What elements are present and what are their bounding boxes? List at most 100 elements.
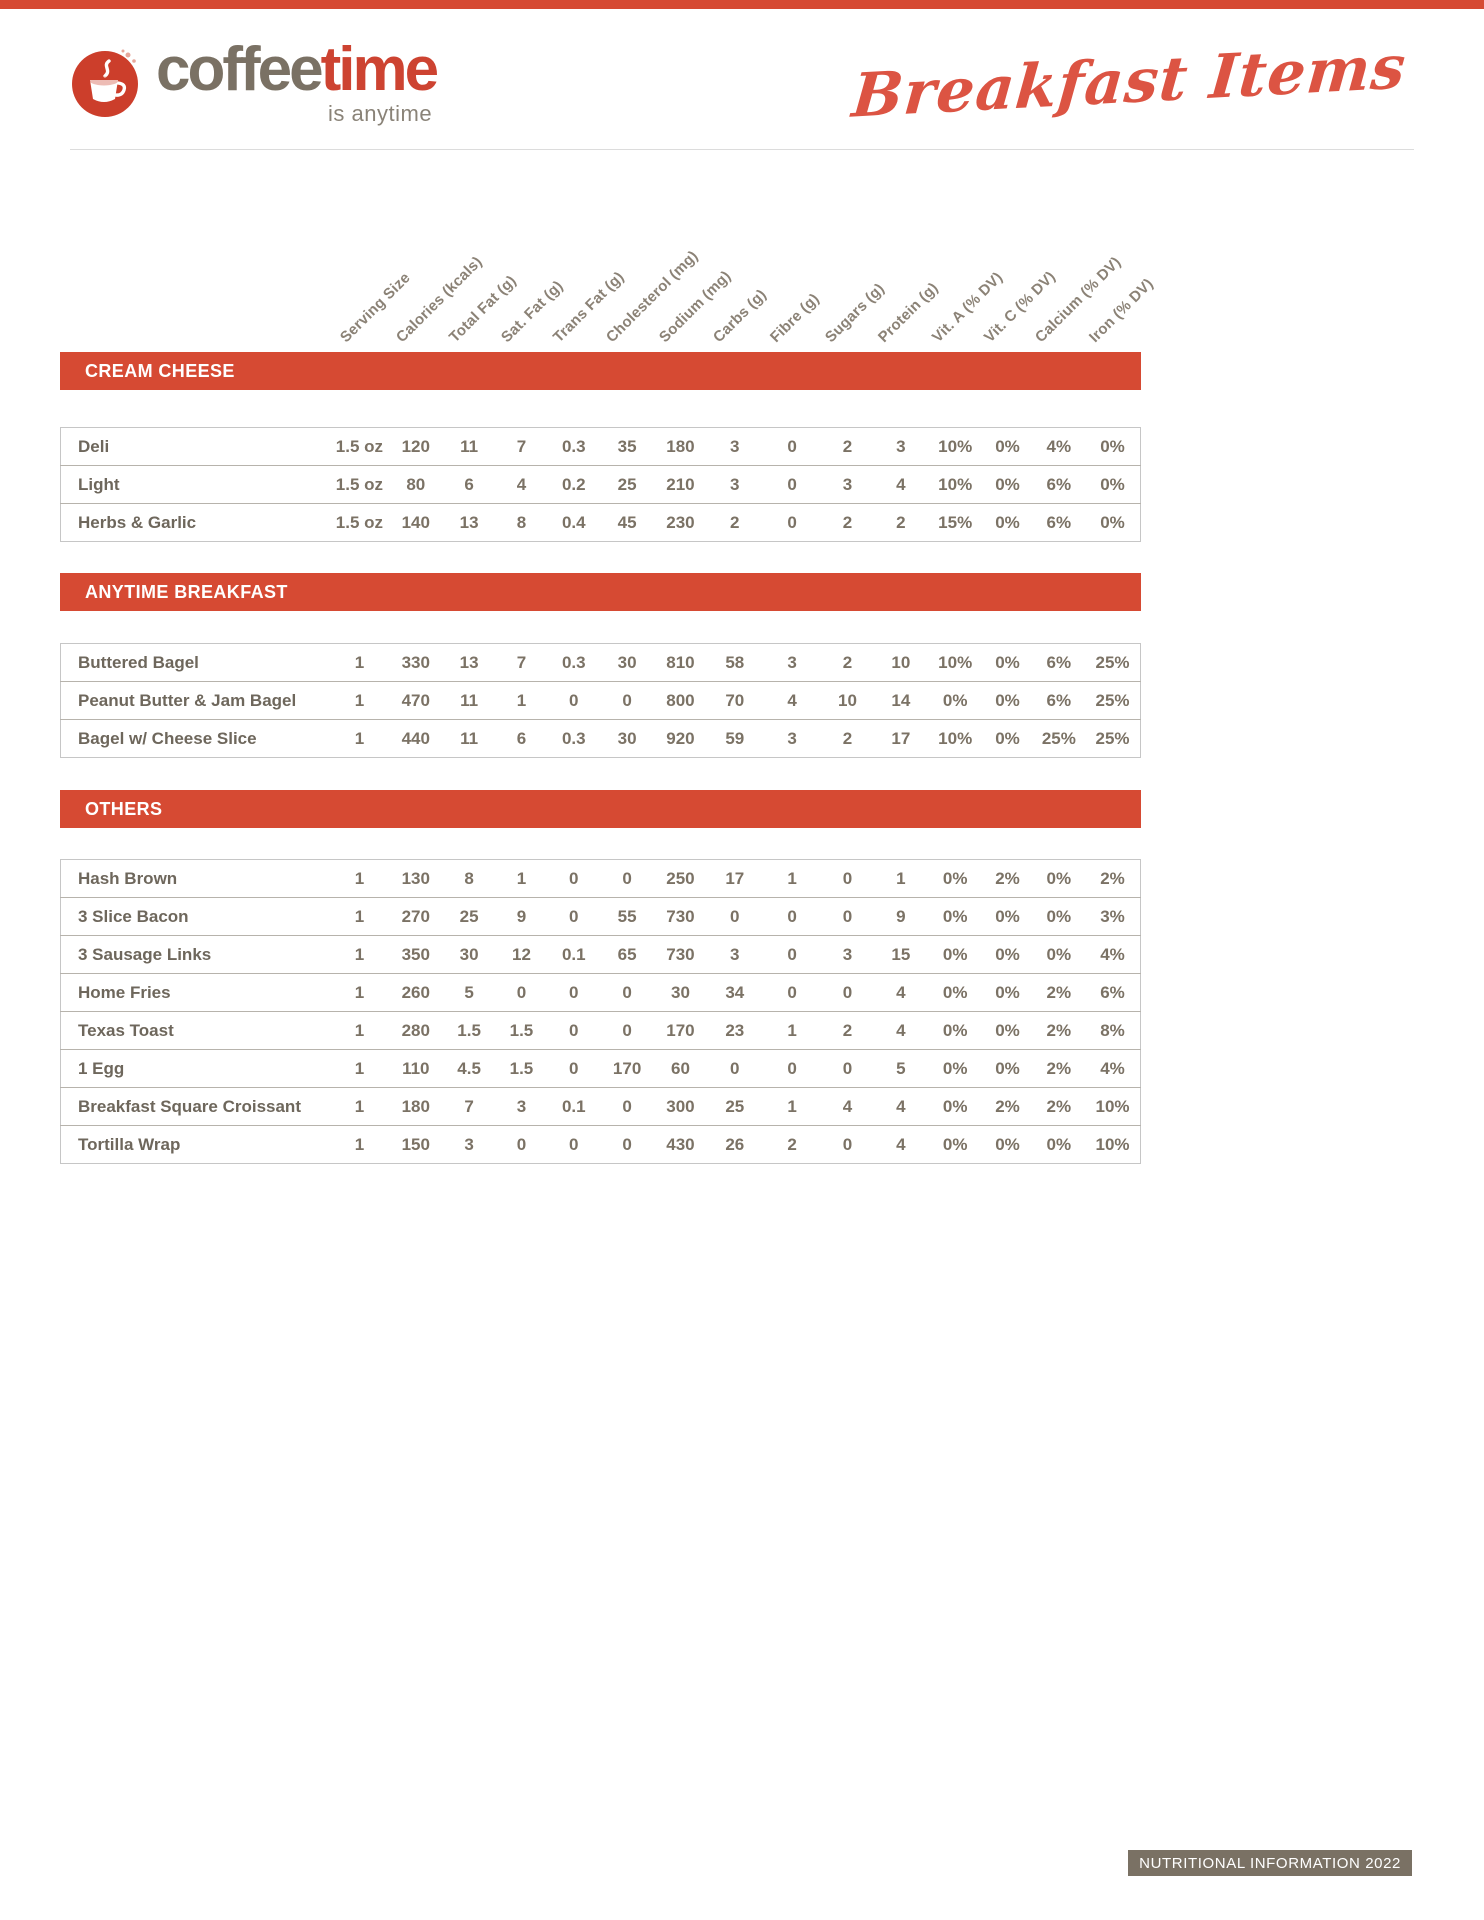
nutrient-value: 4 <box>821 1087 874 1126</box>
nutrient-value: 920 <box>654 719 707 758</box>
item-name: Buttered Bagel <box>78 652 199 672</box>
nutrient-value: 6 <box>495 719 548 758</box>
nutrient-value: 0 <box>787 436 797 456</box>
nutrient-value: 4 <box>873 1011 929 1050</box>
nutrient-value: 3 <box>762 719 822 758</box>
nutrient-value: 6% <box>1046 652 1072 672</box>
nutrient-value: 1.5 oz <box>330 503 389 542</box>
nutrient-value: 10% <box>928 465 983 504</box>
nutrient-value: 4 <box>762 681 822 720</box>
nutrient-value: 0 <box>622 868 632 888</box>
nutrient-value: 0% <box>1032 935 1085 974</box>
brand-word-time: time <box>320 35 439 104</box>
nutrient-value: 6% <box>1032 503 1085 542</box>
nutrient-value: 0 <box>547 973 600 1012</box>
nutrient-value: 6% <box>1032 681 1085 720</box>
nutrient-value: 10 <box>891 652 911 672</box>
nutrient-value: 0% <box>995 652 1020 672</box>
nutrient-value: 9 <box>495 897 548 936</box>
column-headers: Serving Size Calories (kcals) Total Fat (g… <box>60 150 1156 350</box>
nutrient-value: 25% <box>1032 719 1085 758</box>
nutrient-value: 0% <box>928 935 983 974</box>
nutrient-value: 80 <box>388 465 443 504</box>
nutrient-value: 0.1 <box>547 1087 600 1126</box>
item-name: Breakfast Square Croissant <box>60 1087 331 1126</box>
section-title: OTHERS <box>85 798 163 819</box>
nutrient-value: 140 <box>388 503 443 542</box>
nutrient-value: 1 <box>516 868 527 888</box>
item-name: 3 Slice Bacon <box>60 897 331 936</box>
item-name: Hash Brown <box>78 868 178 888</box>
nutrient-value: 5 <box>442 973 496 1012</box>
nutrient-value: 3 <box>787 652 797 672</box>
nutrient-value: 0 <box>842 868 853 888</box>
nutrition-table-2: Buttered Bagel 1 330 13 7 0.3 30 810 58 3 2 10 10% 0%… <box>60 643 1141 758</box>
nutrient-value: 4% <box>1085 1049 1141 1088</box>
nutrient-value: 0% <box>982 1011 1033 1050</box>
table-row: 3 Slice Bacon 1 270 25 9 0 55 730 0 0 0 9 0% 0% 0% 3% <box>60 897 1141 936</box>
nutrient-value: 25% <box>1085 681 1141 720</box>
item-name: Home Fries <box>60 973 331 1012</box>
nutrient-value: 25 <box>442 897 496 936</box>
nutrient-value: 1 <box>787 868 797 888</box>
nutrient-value: 0% <box>928 1125 983 1164</box>
nutrient-value: 1.5 <box>442 1011 496 1050</box>
nutrient-value: 1 <box>762 1011 822 1050</box>
nutrient-value: 120 <box>401 436 430 456</box>
nutrient-value: 7 <box>516 652 527 672</box>
nutrient-value: 0% <box>928 1049 983 1088</box>
nutrient-value: 4 <box>495 465 548 504</box>
nutrient-value: 0 <box>599 1011 655 1050</box>
nutrient-value: 1 <box>330 897 389 936</box>
nutrient-value: 0% <box>982 465 1033 504</box>
nutrient-value: 10% <box>928 719 983 758</box>
nutrient-value: 8 <box>464 868 474 888</box>
nutrient-value: 0% <box>928 973 983 1012</box>
table-row: Texas Toast 1 280 1.5 1.5 0 0 170 23 1 2 4 0% 0% 2% 8% <box>60 1011 1141 1050</box>
nutrient-value: 3 <box>706 935 763 974</box>
nutrient-value: 440 <box>388 719 443 758</box>
section-bar-others: OTHERS <box>60 790 1141 828</box>
section-title: ANYTIME BREAKFAST <box>85 581 288 602</box>
nutrient-value: 250 <box>666 868 695 888</box>
nutrient-value: 170 <box>599 1049 655 1088</box>
nutrient-value: 55 <box>599 897 655 936</box>
nutrient-value: 14 <box>873 681 929 720</box>
nutrient-value: 2 <box>873 503 929 542</box>
page-title: Breakfast Items <box>849 32 1409 132</box>
nutrient-value: 25% <box>1085 719 1141 758</box>
nutrient-value: 35 <box>617 436 637 456</box>
nutrient-value: 70 <box>706 681 763 720</box>
nutrient-value: 730 <box>654 935 707 974</box>
nutrient-value: 1 <box>330 719 389 758</box>
nutrient-value: 0% <box>928 1011 983 1050</box>
nutrient-value: 10% <box>1085 1125 1141 1164</box>
item-name: Peanut Butter & Jam Bagel <box>60 681 331 720</box>
nutrient-value: 3 <box>896 436 906 456</box>
table-row: Peanut Butter & Jam Bagel 1 470 11 1 0 0 800 70 4… <box>60 681 1141 720</box>
nutrient-value: 2 <box>842 436 853 456</box>
nutrient-value: 1 <box>330 1125 389 1164</box>
section-bar-anytime-breakfast: ANYTIME BREAKFAST <box>60 573 1141 611</box>
nutrient-value: 25 <box>599 465 655 504</box>
nutrient-value: 4 <box>873 1087 929 1126</box>
nutrient-value: 1.5 <box>495 1011 548 1050</box>
nutrient-value: 0% <box>982 1049 1033 1088</box>
nutrient-value: 0 <box>762 465 822 504</box>
section-bar-cream-cheese: CREAM CHEESE <box>60 352 1141 390</box>
nutrient-value: 0% <box>982 1125 1033 1164</box>
nutrient-value: 2% <box>1032 973 1085 1012</box>
nutrient-value: 0.1 <box>547 935 600 974</box>
nutrient-value: 0% <box>1032 1125 1085 1164</box>
nutrient-value: 730 <box>654 897 707 936</box>
item-name: Herbs & Garlic <box>60 503 331 542</box>
header: coffeetime is anytime Breakfast Items <box>0 9 1484 149</box>
nutrient-value: 6% <box>1032 465 1085 504</box>
nutrient-value: 30 <box>599 719 655 758</box>
nutrient-value: 1 <box>330 1011 389 1050</box>
column-header-cholesterol-mg: Cholesterol (mg) <box>602 247 702 346</box>
nutrient-value: 4 <box>873 1125 929 1164</box>
nutrient-value: 1 <box>354 868 365 888</box>
nutrient-value: 430 <box>654 1125 707 1164</box>
nutrient-value: 0 <box>762 1049 822 1088</box>
